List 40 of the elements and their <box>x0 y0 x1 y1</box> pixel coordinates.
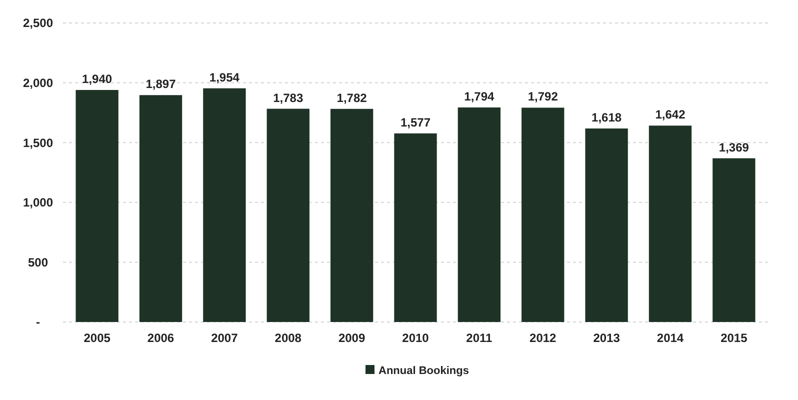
bar <box>330 108 374 322</box>
data-label: 1,794 <box>464 89 495 104</box>
y-tick-label: - <box>36 315 40 330</box>
x-tick-label: 2005 <box>84 331 111 345</box>
x-tick-label: 2014 <box>656 331 684 345</box>
y-tick-label: 500 <box>28 255 48 270</box>
bar <box>458 107 501 322</box>
data-label: 1,897 <box>146 77 176 92</box>
data-label: 1,782 <box>336 90 368 105</box>
data-label: 1,642 <box>655 108 686 122</box>
data-label: 1,577 <box>400 115 431 130</box>
x-tick-label: 2007 <box>211 331 238 345</box>
data-label: 1,369 <box>718 140 750 154</box>
bar <box>712 158 756 322</box>
x-tick-label: 2009 <box>338 331 366 345</box>
data-label: 1,940 <box>82 72 112 86</box>
data-label: 1,792 <box>528 90 558 104</box>
x-tick-label: 2008 <box>274 331 302 345</box>
x-tick-label: 2013 <box>593 331 620 345</box>
bar <box>648 126 692 322</box>
bar <box>585 128 628 322</box>
y-tick-label: 1,000 <box>22 196 54 210</box>
x-tick-label: 2012 <box>530 331 557 345</box>
x-tick-label: 2006 <box>147 331 174 345</box>
y-tick-label: 2,500 <box>22 16 54 30</box>
y-tick-label: 2,000 <box>22 76 54 90</box>
data-label: 1,783 <box>273 90 304 105</box>
data-label: 1,618 <box>592 110 622 124</box>
y-tick-label: 1,500 <box>22 136 54 150</box>
bar <box>522 108 564 322</box>
bar <box>76 90 118 322</box>
data-label: 1,954 <box>209 70 240 84</box>
bar <box>266 108 310 322</box>
x-tick-label: 2011 <box>466 331 493 345</box>
x-tick-label: 2015 <box>720 331 748 345</box>
legend-label: Annual Bookings <box>378 364 469 377</box>
bar <box>203 88 246 322</box>
bar <box>394 133 437 322</box>
x-tick-label: 2010 <box>402 331 430 345</box>
bar <box>139 95 182 322</box>
